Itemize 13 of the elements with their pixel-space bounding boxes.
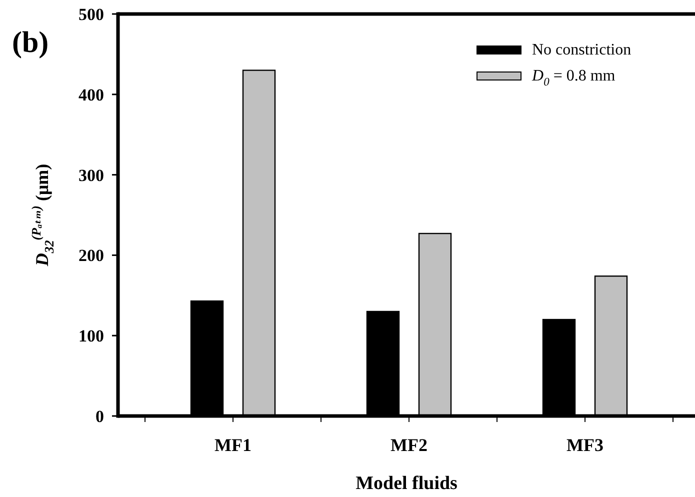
- chart-title: (b): [12, 26, 49, 59]
- x-tick-label: MF1: [214, 435, 252, 455]
- y-tick-label: 300: [78, 166, 104, 185]
- x-tick-label: MF2: [390, 435, 428, 455]
- x-tick-label: MF3: [566, 435, 604, 455]
- legend-label: No constriction: [532, 42, 632, 58]
- y-tick-label: 0: [96, 406, 104, 426]
- legend-label: D$_{0}$ = 0.8 mm: [531, 68, 616, 88]
- y-tick-label: 400: [78, 85, 104, 104]
- x-axis-title: Model fluids: [356, 473, 458, 494]
- y-tick-label: 200: [78, 246, 104, 266]
- y-tick-label: 500: [78, 4, 104, 24]
- y-tick-label: 100: [78, 326, 104, 346]
